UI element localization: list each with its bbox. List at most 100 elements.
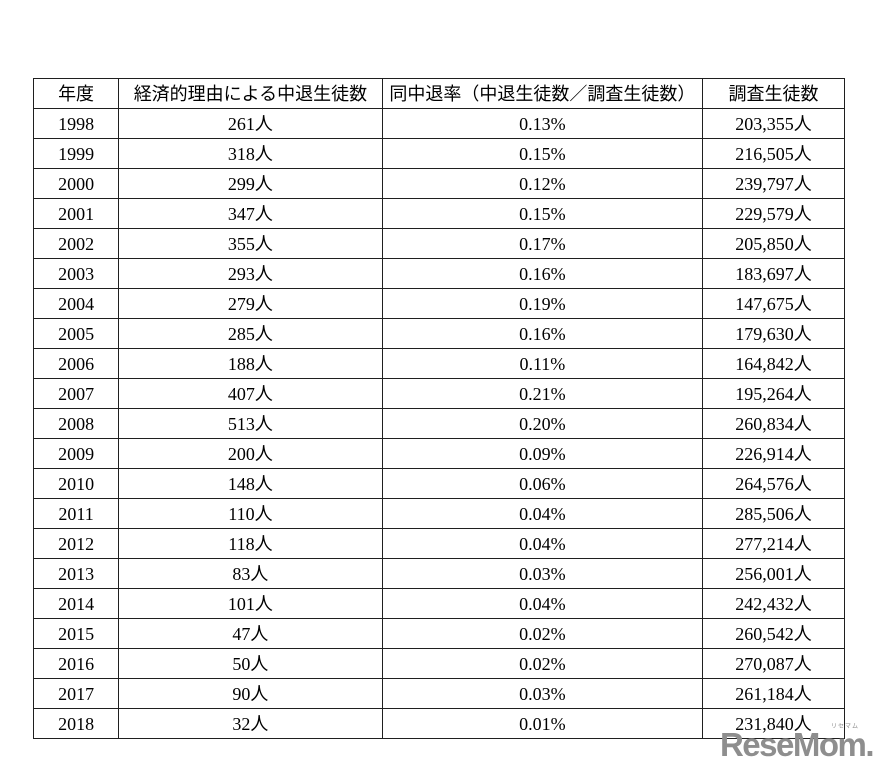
dropout-rate-cell: 0.02% [381,618,704,649]
surveyed-count-cell: 239,797人 [702,168,845,199]
dropout-count-cell: 261人 [118,108,383,139]
resemom-logo-ruby: リセマム [830,724,859,730]
year-cell: 2004 [32,288,120,319]
table-row: 1999 318人 0.15% 216,505人 [32,138,845,169]
dropout-rate-cell: 0.16% [381,258,704,289]
dropout-rate-cell: 0.04% [381,498,704,529]
dropout-rate-cell: 0.04% [381,588,704,619]
table-row: 2003 293人 0.16% 183,697人 [32,258,845,289]
year-cell: 2001 [32,198,120,229]
table-row: 2008 513人 0.20% 260,834人 [32,408,845,439]
col-header-surveyed-count: 調査生徒数 [702,78,845,109]
dropout-rate-cell: 0.19% [381,288,704,319]
dropout-count-cell: 101人 [118,588,383,619]
dropout-count-cell: 355人 [118,228,383,259]
dropout-count-cell: 299人 [118,168,383,199]
dropout-count-cell: 148人 [118,468,383,499]
surveyed-count-cell: 195,264人 [702,378,845,409]
surveyed-count-cell: 216,505人 [702,138,845,169]
dropout-rate-cell: 0.15% [381,138,704,169]
surveyed-count-cell: 205,850人 [702,228,845,259]
year-cell: 2002 [32,228,120,259]
table-row: 2017 90人 0.03% 261,184人 [32,678,845,709]
year-cell: 2012 [32,528,120,559]
col-header-dropout-count: 経済的理由による中退生徒数 [118,78,383,109]
dropout-count-cell: 47人 [118,618,383,649]
dropout-count-cell: 285人 [118,318,383,349]
dropout-count-cell: 347人 [118,198,383,229]
dropout-rate-cell: 0.12% [381,168,704,199]
table-row: 2005 285人 0.16% 179,630人 [32,318,845,349]
year-cell: 2014 [32,588,120,619]
surveyed-count-cell: 147,675人 [702,288,845,319]
surveyed-count-cell: 260,834人 [702,408,845,439]
surveyed-count-cell: 183,697人 [702,258,845,289]
year-cell: 2007 [32,378,120,409]
table-row: 2011 110人 0.04% 285,506人 [32,498,845,529]
dropout-count-cell: 407人 [118,378,383,409]
year-cell: 1998 [32,108,120,139]
dropout-count-cell: 318人 [118,138,383,169]
table-row: 2009 200人 0.09% 226,914人 [32,438,845,469]
dropout-count-cell: 118人 [118,528,383,559]
dropout-count-cell: 200人 [118,438,383,469]
surveyed-count-cell: 270,087人 [702,648,845,679]
dropout-rate-cell: 0.15% [381,198,704,229]
table-row: 2001 347人 0.15% 229,579人 [32,198,845,229]
year-cell: 2013 [32,558,120,589]
surveyed-count-cell: 231,840人 [702,708,845,739]
dropout-count-cell: 90人 [118,678,383,709]
surveyed-count-cell: 164,842人 [702,348,845,379]
year-cell: 2018 [32,708,120,739]
year-cell: 2000 [32,168,120,199]
dropout-count-cell: 513人 [118,408,383,439]
surveyed-count-cell: 285,506人 [702,498,845,529]
dropout-rate-cell: 0.21% [381,378,704,409]
table-row: 2002 355人 0.17% 205,850人 [32,228,845,259]
dropout-rate-cell: 0.13% [381,108,704,139]
dropout-rate-cell: 0.09% [381,438,704,469]
resemom-logo-wordmark: ReseMom. [719,726,875,763]
surveyed-count-cell: 242,432人 [702,588,845,619]
dropout-count-cell: 188人 [118,348,383,379]
surveyed-count-cell: 261,184人 [702,678,845,709]
dropout-rate-cell: 0.03% [381,678,704,709]
dropout-statistics-table-wrap: 年度 経済的理由による中退生徒数 同中退率（中退生徒数／調査生徒数） 調査生徒数… [32,78,845,739]
surveyed-count-cell: 264,576人 [702,468,845,499]
table-header-row: 年度 経済的理由による中退生徒数 同中退率（中退生徒数／調査生徒数） 調査生徒数 [32,78,845,109]
year-cell: 2011 [32,498,120,529]
dropout-rate-cell: 0.01% [381,708,704,739]
surveyed-count-cell: 256,001人 [702,558,845,589]
dropout-rate-cell: 0.16% [381,318,704,349]
dropout-rate-cell: 0.17% [381,228,704,259]
col-header-dropout-rate: 同中退率（中退生徒数／調査生徒数） [381,78,704,109]
year-cell: 2003 [32,258,120,289]
year-cell: 2017 [32,678,120,709]
table-row: 2012 118人 0.04% 277,214人 [32,528,845,559]
dropout-count-cell: 279人 [118,288,383,319]
table-row: 2006 188人 0.11% 164,842人 [32,348,845,379]
table-row: 2014 101人 0.04% 242,432人 [32,588,845,619]
year-cell: 2009 [32,438,120,469]
dropout-count-cell: 110人 [118,498,383,529]
col-header-year: 年度 [32,78,120,109]
year-cell: 1999 [32,138,120,169]
table-row: 2000 299人 0.12% 239,797人 [32,168,845,199]
surveyed-count-cell: 179,630人 [702,318,845,349]
year-cell: 2016 [32,648,120,679]
surveyed-count-cell: 226,914人 [702,438,845,469]
surveyed-count-cell: 277,214人 [702,528,845,559]
table-row: 2013 83人 0.03% 256,001人 [32,558,845,589]
year-cell: 2015 [32,618,120,649]
table-row: 2016 50人 0.02% 270,087人 [32,648,845,679]
table-row: 2015 47人 0.02% 260,542人 [32,618,845,649]
dropout-count-cell: 32人 [118,708,383,739]
table-row: 2018 32人 0.01% 231,840人 [32,708,845,739]
table-row: 1998 261人 0.13% 203,355人 [32,108,845,139]
dropout-count-cell: 83人 [118,558,383,589]
surveyed-count-cell: 203,355人 [702,108,845,139]
dropout-rate-cell: 0.06% [381,468,704,499]
year-cell: 2010 [32,468,120,499]
dropout-statistics-table: 年度 経済的理由による中退生徒数 同中退率（中退生徒数／調査生徒数） 調査生徒数… [32,78,845,739]
